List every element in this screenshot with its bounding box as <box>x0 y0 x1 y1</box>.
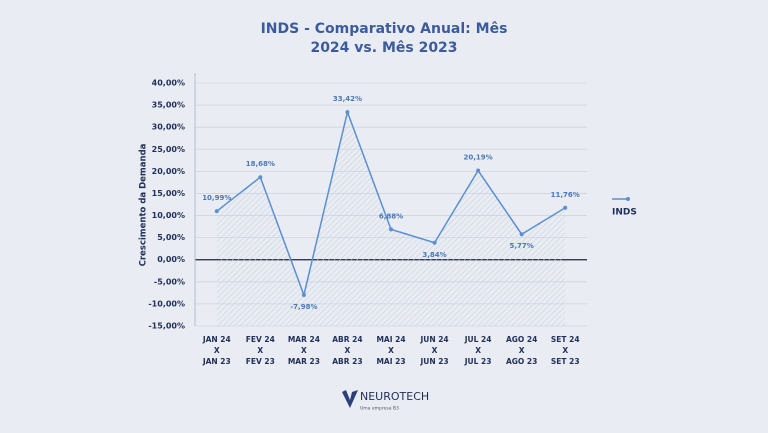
y-tick-label: 0,00% <box>157 255 185 264</box>
x-tick-label: MAR 24 <box>288 335 320 344</box>
x-tick-label: FEV 23 <box>246 357 275 366</box>
x-tick-label: X <box>475 346 481 355</box>
logo-icon <box>342 390 358 408</box>
point <box>563 205 568 210</box>
x-tick-label: JUL 23 <box>464 357 492 366</box>
x-tick-label: SET 23 <box>551 357 580 366</box>
x-tick-label: JAN 24 <box>202 335 231 344</box>
value-label: -7,98% <box>290 303 317 311</box>
x-tick-label: MAI 24 <box>376 335 405 344</box>
x-tick-label: MAI 23 <box>376 357 405 366</box>
x-tick-label: JUL 24 <box>464 335 492 344</box>
y-axis-title: Crescimento da Demanda <box>139 143 149 266</box>
chart-subtitle: 2024 vs. Mês 2023 <box>310 40 457 56</box>
tagline: Uma empresa B3 <box>360 406 399 412</box>
value-label: 20,19% <box>464 154 493 162</box>
value-label: 33,42% <box>333 95 362 103</box>
point <box>214 209 219 214</box>
point <box>432 240 437 245</box>
y-tick-label: -15,00% <box>148 322 185 331</box>
x-tick-label: X <box>257 346 263 355</box>
value-label: 11,76% <box>551 191 580 199</box>
legend-label: INDS <box>612 208 637 218</box>
legend-marker <box>626 197 630 201</box>
area <box>216 112 566 326</box>
logo: NEUROTECH Uma empresa B3 <box>342 390 429 412</box>
x-tick-label: X <box>519 346 525 355</box>
y-tick-label: 5,00% <box>157 233 185 242</box>
x-tick-label: AGO 24 <box>506 335 537 344</box>
x-tick-label: JUN 23 <box>419 357 448 366</box>
value-label: 6,88% <box>379 212 403 220</box>
x-tick-label: X <box>214 346 220 355</box>
y-tick-label: 25,00% <box>152 145 185 154</box>
x-tick-label: AGO 23 <box>506 357 537 366</box>
x-tick-label: MAR 23 <box>288 357 320 366</box>
value-label: 18,68% <box>246 160 275 168</box>
brand: NEUROTECH <box>360 390 429 403</box>
point <box>345 110 350 115</box>
y-tick-label: 20,00% <box>152 167 185 176</box>
x-tick-label: X <box>388 346 394 355</box>
x-tick-label: X <box>562 346 568 355</box>
y-tick-label: 40,00% <box>152 79 185 88</box>
x-tick-label: FEV 24 <box>246 335 275 344</box>
value-label: 3,84% <box>422 251 446 259</box>
y-tick-label: 35,00% <box>152 101 185 110</box>
value-label: 5,77% <box>510 242 534 250</box>
x-tick-label: JUN 24 <box>419 335 448 344</box>
point <box>389 227 393 232</box>
value-label: 10,99% <box>202 194 231 202</box>
x-tick-label: X <box>345 346 351 355</box>
x-tick-label: X <box>301 346 307 355</box>
point <box>519 232 524 237</box>
y-tick-label: 30,00% <box>152 123 185 132</box>
y-tick-label: -5,00% <box>154 277 185 286</box>
y-tick-label: 10,00% <box>152 211 185 220</box>
point <box>258 175 263 180</box>
x-tick-label: X <box>432 346 438 355</box>
chart-title: INDS - Comparativo Anual: Mês <box>261 21 508 37</box>
point <box>301 292 306 297</box>
x-tick-label: SET 24 <box>551 335 580 344</box>
x-tick-label: ABR 23 <box>332 357 362 366</box>
y-tick-label: -10,00% <box>148 299 185 308</box>
x-tick-label: ABR 24 <box>332 335 362 344</box>
point <box>476 168 481 173</box>
y-tick-label: 15,00% <box>152 189 185 198</box>
x-tick-label: JAN 23 <box>202 357 231 366</box>
